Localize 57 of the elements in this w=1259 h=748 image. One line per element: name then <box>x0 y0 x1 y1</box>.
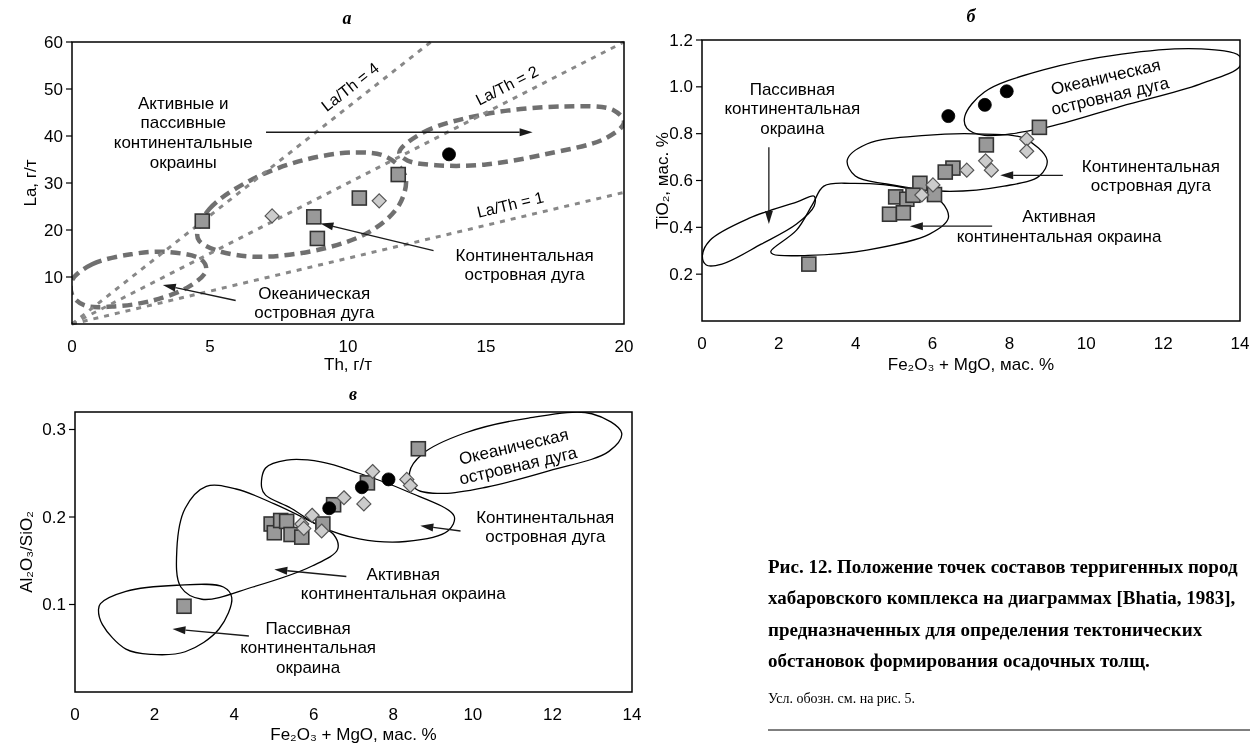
y-tick-label: 0.1 <box>42 595 66 614</box>
x-tick-label: 14 <box>1230 333 1250 353</box>
chart-title: б <box>966 6 977 26</box>
x-tick-label: 10 <box>1076 333 1096 353</box>
x-tick-label: 14 <box>622 704 642 724</box>
y-tick-label: 40 <box>44 126 63 146</box>
x-tick-label: 12 <box>1153 333 1173 353</box>
x-tick-label: 2 <box>149 704 160 724</box>
x-tick-label: 20 <box>614 336 634 356</box>
x-tick-label: 2 <box>774 333 784 353</box>
y-tick-label: 10 <box>44 267 63 287</box>
y-tick-label: 0.2 <box>42 507 66 527</box>
x-axis-title: Fe₂O₃ + MgO, мас. % <box>887 354 1055 374</box>
y-tick-label: 0.8 <box>669 124 693 144</box>
x-axis-title: Fe₂O₃ + MgO, мас. % <box>270 724 437 744</box>
chart-title: а <box>342 8 352 28</box>
x-tick-label: 10 <box>338 336 358 356</box>
y-tick-label: 20 <box>44 220 63 240</box>
annotation: Океаническая островная дуга <box>254 283 375 322</box>
text: La/Th = 2 <box>472 62 542 109</box>
y-axis-title: La, г/т <box>20 159 40 207</box>
x-tick-label: 4 <box>229 704 239 724</box>
annotation: Континентальная островная дуга <box>455 245 594 284</box>
annotation: Пассивная континентальная окраина <box>240 618 377 677</box>
x-tick-label: 8 <box>388 704 399 724</box>
annotation: Активная континентальная окраина <box>300 564 507 603</box>
annotation: Пассивная континентальная окраина <box>724 79 861 138</box>
x-tick-label: 6 <box>927 333 938 353</box>
text: Усл. обозн. см. на рис. 5. <box>768 690 916 706</box>
y-tick-label: 30 <box>44 173 63 193</box>
y-tick-label: 0.3 <box>42 420 66 439</box>
annotation: Континентальная островная дуга <box>476 507 615 546</box>
y-tick-label: 1.2 <box>669 30 693 50</box>
x-tick-label: 10 <box>463 704 483 724</box>
x-tick-label: 0 <box>70 704 80 724</box>
chart-title: в <box>348 384 358 404</box>
x-tick-label: 15 <box>476 336 496 356</box>
x-tick-label: 8 <box>1004 333 1015 353</box>
y-tick-label: 0.4 <box>669 217 693 237</box>
x-tick-label: 6 <box>308 704 319 724</box>
y-tick-label: 0.2 <box>669 264 693 284</box>
text: Рис. 12. Положение точек составов терригенных пород хабаровского комплекса на диаграммах [Bhatia, 1983], предназначенных для определения тектонических обстановок формирования осадочных толщ. <box>768 555 1238 671</box>
x-tick-label: 5 <box>205 336 215 356</box>
x-tick-label: 4 <box>850 333 861 353</box>
y-tick-label: 60 <box>44 32 63 52</box>
x-tick-label: 12 <box>542 704 562 724</box>
x-axis-title: Th, г/т <box>324 354 373 374</box>
y-axis-title: Al₂O₃/SiO₂ <box>16 511 36 593</box>
annotation: Активные и пассивные континентальные окраины <box>113 93 253 172</box>
x-tick-label: 0 <box>67 336 77 356</box>
y-tick-label: 50 <box>44 79 63 99</box>
annotation: Активная континентальная окраина <box>956 206 1162 246</box>
text: La/Th = 1 <box>475 188 546 221</box>
y-tick-label: 0.6 <box>669 171 693 190</box>
annotation: Континентальная островная дуга <box>1081 156 1220 195</box>
y-tick-label: 1.0 <box>669 77 693 97</box>
x-tick-label: 0 <box>697 333 707 353</box>
